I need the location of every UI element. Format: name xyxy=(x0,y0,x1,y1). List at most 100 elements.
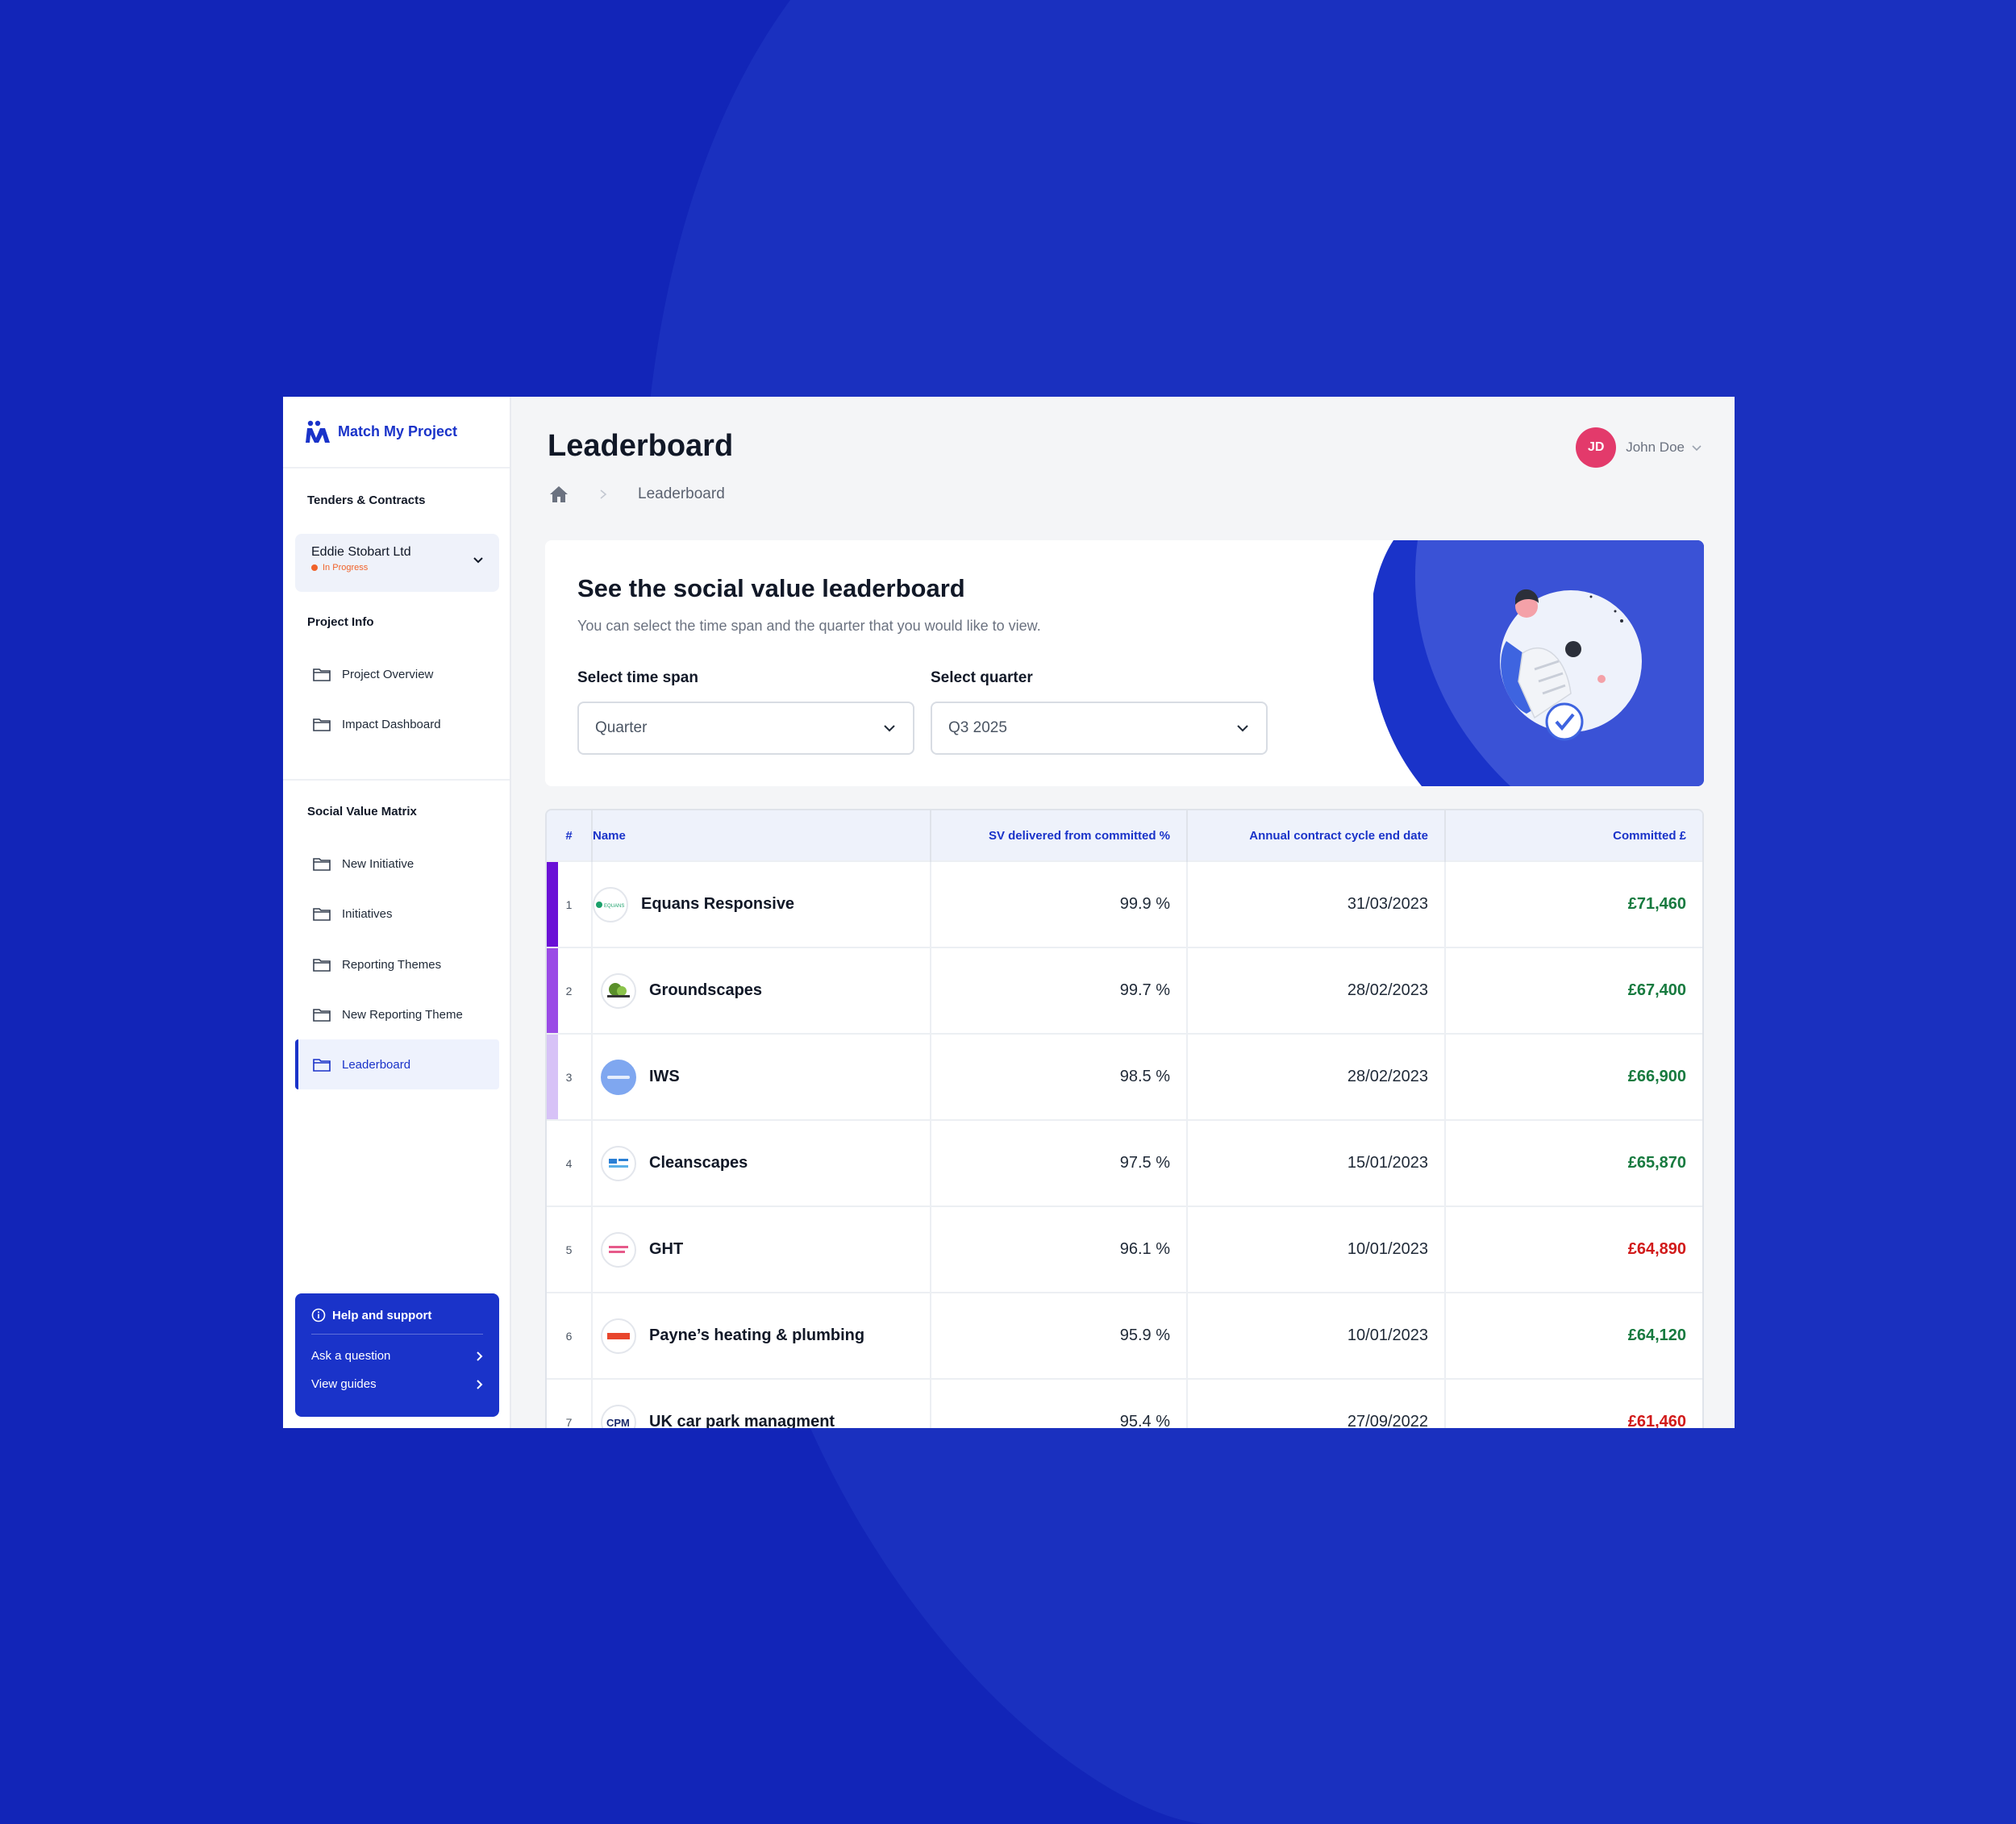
table-row[interactable]: 5 GHT 96.1 % 10/01/2023 £64,890 xyxy=(547,1206,1702,1293)
home-icon[interactable] xyxy=(549,485,569,503)
rank-number: 6 xyxy=(565,1329,573,1343)
svg-text:EQUANS: EQUANS xyxy=(604,904,624,909)
column-header-rank[interactable]: # xyxy=(547,810,593,861)
chevron-right-icon xyxy=(600,489,607,499)
chevron-down-icon xyxy=(1237,725,1248,732)
folder-icon xyxy=(313,959,331,972)
end-date-cell: 28/02/2023 xyxy=(1187,1034,1446,1120)
chevron-right-icon xyxy=(477,1351,483,1361)
rank-number: 5 xyxy=(565,1243,573,1256)
rank-bar xyxy=(547,1035,558,1119)
rank-number: 2 xyxy=(565,984,573,997)
table-row[interactable]: 6 Payne’s heating & plumbing 95.9 % 10/0… xyxy=(547,1293,1702,1379)
sidebar-item-new-reporting-theme[interactable]: New Reporting Theme xyxy=(295,989,499,1039)
committed-cell: £61,460 xyxy=(1627,1413,1686,1428)
name-cell: IWS xyxy=(592,1034,931,1120)
quarter-label: Select quarter xyxy=(931,669,1033,686)
svg-text:CPM: CPM xyxy=(606,1417,630,1429)
help-title: Help and support xyxy=(311,1308,483,1335)
sidebar-item-leaderboard[interactable]: Leaderboard xyxy=(295,1039,499,1089)
info-icon xyxy=(311,1308,326,1322)
table-row[interactable]: 4 Cleanscapes 97.5 % 15/01/2023 £65,870 xyxy=(547,1120,1702,1206)
sidebar-item-label: New Initiative xyxy=(342,856,414,871)
chevron-right-icon xyxy=(477,1379,483,1389)
chevron-down-icon xyxy=(1692,445,1702,452)
leaderboard-table: # Name SV delivered from committed % Ann… xyxy=(545,809,1704,1428)
user-menu[interactable]: JD John Doe xyxy=(1576,427,1702,468)
table-row[interactable]: 3 IWS 98.5 % 28/02/2023 £66,900 xyxy=(547,1034,1702,1120)
time-span-label: Select time span xyxy=(577,669,698,686)
help-link-label: Ask a question xyxy=(311,1349,391,1363)
section-title-project-info: Project Info xyxy=(307,615,374,629)
name-cell: EQUANS Equans Responsive xyxy=(592,861,931,947)
sidebar-item-label: Impact Dashboard xyxy=(342,717,441,731)
sidebar-item-new-initiative[interactable]: New Initiative xyxy=(295,839,499,889)
rank-cell: 2 xyxy=(547,947,593,1034)
rank-cell: 1 xyxy=(547,861,593,947)
folder-icon xyxy=(313,858,331,871)
table-row[interactable]: 2 Groundscapes 99.7 % 28/02/2023 £67,400 xyxy=(547,947,1702,1034)
sidebar-item-initiatives[interactable]: Initiatives xyxy=(295,889,499,939)
hero-subtitle: You can select the time span and the qua… xyxy=(577,618,1041,634)
view-guides-link[interactable]: View guides xyxy=(311,1377,483,1391)
company-logo xyxy=(601,1231,636,1268)
brand-name: Match My Project xyxy=(338,423,458,439)
folder-icon xyxy=(313,908,331,921)
rank-bar xyxy=(547,862,558,947)
sidebar-item-label: Reporting Themes xyxy=(342,957,442,972)
user-name: John Doe xyxy=(1626,439,1685,455)
rank-cell: 3 xyxy=(547,1034,593,1120)
rank-number: 3 xyxy=(565,1070,573,1084)
help-and-support: Help and support Ask a question View gui… xyxy=(295,1293,499,1417)
name-cell: CPM UK car park managment xyxy=(592,1379,931,1428)
name-cell: GHT xyxy=(592,1206,931,1293)
rank-cell: 7 xyxy=(547,1379,593,1428)
end-date-cell: 10/01/2023 xyxy=(1187,1293,1446,1379)
end-date-cell: 27/09/2022 xyxy=(1187,1379,1446,1428)
rank-bar xyxy=(547,948,558,1033)
committed-cell: £64,120 xyxy=(1627,1326,1686,1344)
folder-icon xyxy=(313,1009,331,1022)
column-header-name[interactable]: Name xyxy=(592,810,931,861)
column-header-end-date[interactable]: Annual contract cycle end date xyxy=(1187,810,1446,861)
company-name: Groundscapes xyxy=(649,981,763,999)
sv-delivered-cell: 98.5 % xyxy=(931,1034,1188,1120)
sidebar-item-project-overview[interactable]: Project Overview xyxy=(295,649,499,699)
table-row[interactable]: 7 CPM UK car park managment 95.4 % 27/09/… xyxy=(547,1379,1702,1428)
chevron-down-icon xyxy=(473,557,483,564)
sidebar-item-impact-dashboard[interactable]: Impact Dashboard xyxy=(295,699,499,749)
project-selector[interactable]: Eddie Stobart Ltd In Progress xyxy=(295,534,499,592)
sidebar-item-reporting-themes[interactable]: Reporting Themes xyxy=(295,939,499,989)
company-name: UK car park managment xyxy=(649,1413,835,1428)
ask-question-link[interactable]: Ask a question xyxy=(311,1349,483,1363)
time-span-value: Quarter xyxy=(595,719,648,736)
rank-cell: 5 xyxy=(547,1206,593,1293)
quarter-select[interactable]: Q3 2025 xyxy=(931,702,1268,755)
committed-cell: £66,900 xyxy=(1627,1068,1686,1085)
company-logo xyxy=(601,1145,636,1181)
breadcrumb-current: Leaderboard xyxy=(638,485,725,502)
company-name: Equans Responsive xyxy=(641,895,795,913)
sv-delivered-cell: 95.9 % xyxy=(931,1293,1188,1379)
time-span-select[interactable]: Quarter xyxy=(577,702,914,755)
name-cell: Cleanscapes xyxy=(592,1120,931,1206)
company-name: Cleanscapes xyxy=(649,1154,748,1172)
rank-number: 1 xyxy=(565,897,573,911)
sidebar-item-label: New Reporting Theme xyxy=(342,1007,463,1022)
committed-cell: £64,890 xyxy=(1627,1240,1686,1258)
folder-icon xyxy=(313,718,331,731)
breadcrumb: Leaderboard xyxy=(549,485,725,503)
end-date-cell: 28/02/2023 xyxy=(1187,947,1446,1034)
sidebar-item-label: Project Overview xyxy=(342,667,434,681)
end-date-cell: 15/01/2023 xyxy=(1187,1120,1446,1206)
company-name: IWS xyxy=(649,1068,680,1085)
table-row[interactable]: 1 EQUANS Equans Responsive 99.9 % 31/03/2… xyxy=(547,861,1702,947)
committed-cell: £67,400 xyxy=(1627,981,1686,999)
leaderboard-filter-card: See the social value leaderboard You can… xyxy=(545,540,1704,786)
logo[interactable]: Match My Project xyxy=(283,397,510,468)
table-header-row: # Name SV delivered from committed % Ann… xyxy=(547,810,1702,861)
column-header-sv-delivered[interactable]: SV delivered from committed % xyxy=(931,810,1188,861)
column-header-committed[interactable]: Committed £ xyxy=(1613,828,1686,843)
help-title-text: Help and support xyxy=(332,1308,432,1322)
rank-cell: 6 xyxy=(547,1293,593,1379)
